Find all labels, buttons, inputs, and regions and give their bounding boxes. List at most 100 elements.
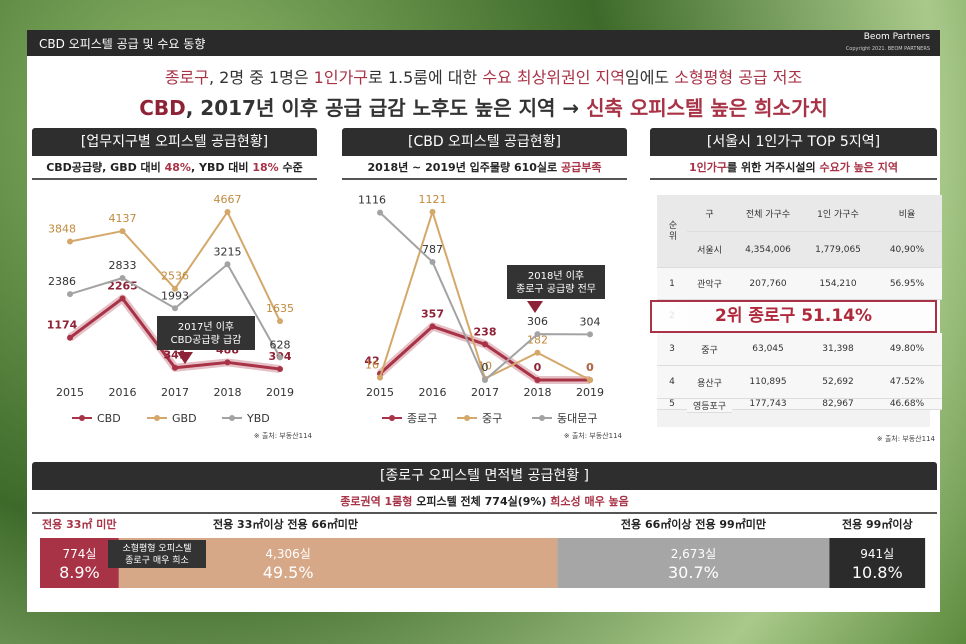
legend-label: CBD <box>97 412 121 425</box>
table-cell: 47.52% <box>872 366 942 399</box>
panel-subtitle: 1인가구를 위한 거주시설의 수요가 높은 지역 <box>650 156 937 180</box>
point <box>429 258 436 265</box>
text-part: , 2017년 이후 공급 급감 <box>185 96 413 120</box>
annotation-box <box>108 540 206 568</box>
category-label: 전용 33㎡ 미만 <box>42 517 116 531</box>
data-label: 42 <box>364 355 379 368</box>
point <box>67 238 73 245</box>
point <box>429 208 436 215</box>
annotation: 종로구 매우 희소 <box>125 554 189 566</box>
table-header: 전체 가구수 <box>732 195 804 232</box>
point <box>377 209 383 216</box>
table-cell: 177,743 <box>732 399 804 410</box>
x-tick-label: 2015 <box>56 386 84 399</box>
annotation-box <box>157 316 255 350</box>
text-part: 소형평형 공급 저조 <box>674 68 803 87</box>
annotation-pointer <box>177 352 193 364</box>
bar-segment <box>557 538 830 588</box>
panel: [서울시 1인가구 TOP 5지역] 1인가구를 위한 거주시설의 수요가 높은 … <box>650 128 937 448</box>
data-label: 1116 <box>358 194 386 207</box>
table-cell: 영등포구 <box>687 399 732 413</box>
table-cell: 중구 <box>687 333 732 366</box>
panel-title: [종로구 오피스텔 면적별 공급현황 ] <box>32 462 937 490</box>
text-part: 임에도 <box>624 68 675 87</box>
panel-title: [서울시 1인가구 TOP 5지역] <box>650 128 937 156</box>
data-label: 1993 <box>161 289 189 302</box>
point <box>224 208 231 215</box>
bar-segment <box>40 538 119 588</box>
source: ※ 출처: 부동산114 <box>254 431 313 440</box>
point <box>119 275 126 282</box>
point <box>377 374 383 381</box>
point <box>534 377 541 383</box>
text-part: 노후도 높은 지역 <box>412 96 556 120</box>
text-part: CBD공급량, GBD 대비 <box>46 161 165 174</box>
category-label: 전용 66㎡이상 전용 99㎡미만 <box>621 517 766 531</box>
table-cell: 56.95% <box>872 268 942 300</box>
text-part: → <box>555 96 587 120</box>
panel-subtitle: 2018년 ~ 2019년 입주물량 610실로 공급부족 <box>342 156 627 180</box>
table-cell: 4 <box>657 366 687 399</box>
panel-title: [업무지구별 오피스텔 공급현황] <box>32 128 317 156</box>
chart: 전용 33㎡ 미만 774실 8.9% 전용 33㎡이상 전용 66㎡미만 4,306실… <box>40 517 926 588</box>
table-cell: 52,692 <box>804 366 872 399</box>
table-cell: 49.80% <box>872 333 942 366</box>
headline: 종로구, 2명 중 1명은 1인가구로 1.5룸에 대한 수요 최상위권인 지역… <box>27 64 940 88</box>
text-part: , 2명 중 1명은 <box>209 68 314 87</box>
value-label: 10.8% <box>852 563 903 582</box>
table-cell: 4,354,006 <box>732 232 804 268</box>
data-label: 306 <box>527 315 548 328</box>
legend-label: 종로구 <box>407 412 437 425</box>
text-part: 2018년 ~ 2019년 입주물량 610실로 <box>367 161 562 174</box>
slide-title: CBD 오피스텔 공급 및 수요 동향 <box>39 37 206 51</box>
table-cell: 1 <box>657 268 687 300</box>
panel: [업무지구별 오피스텔 공급현황] CBD공급량, GBD 대비 48%, YBD… <box>32 128 317 448</box>
text-part: , YBD 대비 <box>190 161 253 174</box>
line <box>69 210 281 322</box>
text-part: 48% <box>164 161 191 174</box>
x-tick-label: 2017 <box>161 386 189 399</box>
legend-label: 중구 <box>482 412 502 425</box>
chart: 2015201620172018201911742265341488304CBD… <box>47 193 313 440</box>
logo: Beom Partners <box>863 32 930 42</box>
table-cell: 용산구 <box>687 366 732 399</box>
table-cell: 31,398 <box>804 333 872 366</box>
text-part: 로 1.5룸에 대한 <box>368 68 483 87</box>
point <box>119 295 126 302</box>
text-part: 수준 <box>278 161 303 174</box>
text-part: 1인가구 <box>689 161 728 174</box>
data-label: 238 <box>474 325 497 338</box>
point <box>587 331 593 338</box>
table-cell: 110,895 <box>732 366 804 399</box>
table-cell: 154,210 <box>804 268 872 300</box>
point <box>429 323 436 330</box>
table-header: 구 <box>687 195 732 232</box>
data-label: 182 <box>527 334 548 347</box>
value-label: 8.9% <box>59 563 100 582</box>
legend-dot <box>229 415 235 421</box>
point <box>277 318 283 325</box>
count-label: 4,306실 <box>265 547 310 561</box>
text-part: 종로구 <box>164 68 209 87</box>
table-cell: 207,760 <box>732 268 804 300</box>
copyright: Copyright 2021. BEOM PARTNERS <box>845 46 930 52</box>
data-label: 628 <box>270 338 291 351</box>
text-part: 수요가 높은 지역 <box>819 161 898 174</box>
point <box>67 334 73 341</box>
annotation: 2017년 이후 <box>178 321 234 333</box>
top-bar: CBD 오피스텔 공급 및 수요 동향 Beom Partners Copyri… <box>27 30 940 56</box>
legend-dot <box>154 415 160 421</box>
data-label: 357 <box>421 307 444 320</box>
value-label: 30.7% <box>668 563 719 582</box>
data-label: 304 <box>580 315 601 328</box>
data-label: 0 <box>482 361 489 374</box>
data-label: 1635 <box>266 302 294 315</box>
point <box>482 341 488 348</box>
table-cell: 82,967 <box>804 399 872 410</box>
source: ※ 출처: 부동산114 <box>876 435 935 443</box>
panel-subtitle: CBD공급량, GBD 대비 48%, YBD 대비 18% 수준 <box>32 156 317 180</box>
text-part: 오피스텔 전체 774실(9%) <box>412 495 551 508</box>
category-label: 전용 33㎡이상 전용 66㎡미만 <box>213 517 358 531</box>
annotation-box <box>507 265 605 299</box>
annotation: 2018년 이후 <box>528 270 584 282</box>
